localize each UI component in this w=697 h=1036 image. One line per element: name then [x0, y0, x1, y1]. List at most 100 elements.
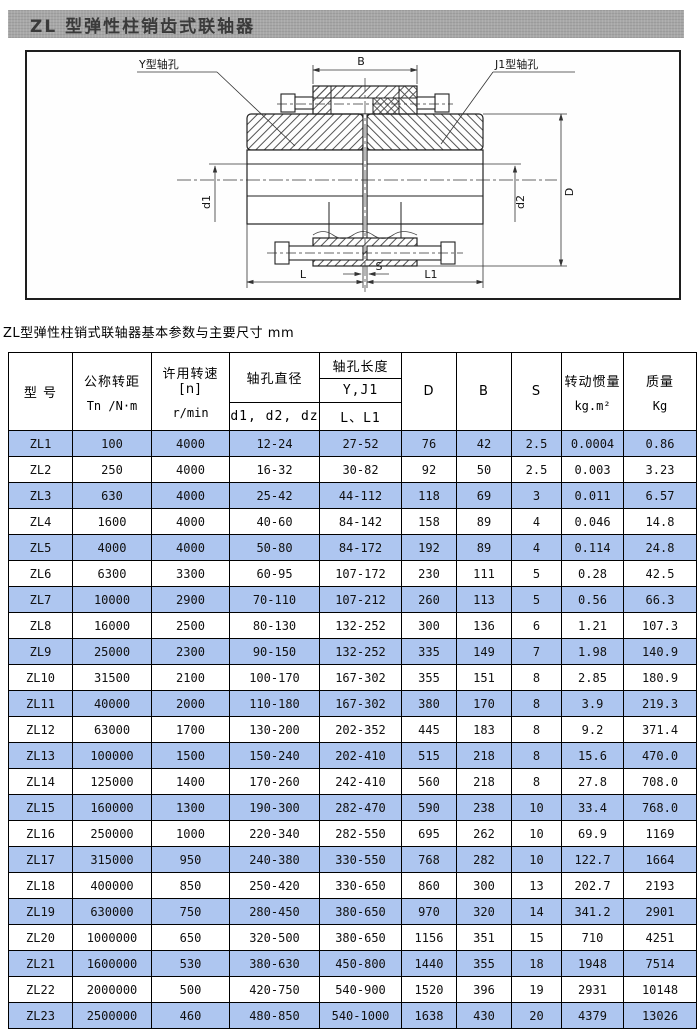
cell-d: 860 [401, 872, 457, 899]
cell-speed: 1700 [151, 716, 230, 743]
cell-inertia: 202.7 [561, 872, 624, 899]
cell-b: 50 [456, 456, 512, 483]
table-row: ZL5 4000 4000 50-80 84-172 192 89 4 0.11… [8, 534, 697, 561]
cell-torque: 16000 [72, 612, 152, 639]
cell-inertia: 27.8 [561, 768, 624, 795]
cell-bore-length: 282-550 [319, 820, 402, 847]
cell-d: 515 [401, 742, 457, 769]
cell-inertia: 4379 [561, 1002, 624, 1029]
cell-mass: 219.3 [623, 690, 697, 717]
col-header-bore-len: 轴孔长度 [319, 352, 402, 379]
cell-inertia: 9.2 [561, 716, 624, 743]
table-body: ZL1 100 4000 12-24 27-52 76 42 2.5 0.000… [8, 430, 697, 1029]
cell-mass: 2901 [623, 898, 697, 925]
cell-torque: 10000 [72, 586, 152, 613]
cell-speed: 4000 [151, 456, 230, 483]
dim-label-l: L [300, 268, 307, 281]
cell-d: 695 [401, 820, 457, 847]
mass-label: 质量 [645, 374, 674, 390]
cell-bore-diameter: 90-150 [229, 638, 320, 665]
dim-label-d2: d2 [514, 195, 527, 209]
cell-d: 158 [401, 508, 457, 535]
cell-d: 1638 [401, 1002, 457, 1029]
cell-torque: 1600000 [72, 950, 152, 977]
table-row: ZL20 1000000 650 320-500 380-650 1156 35… [8, 924, 697, 951]
table-row: ZL2 250 4000 16-32 30-82 92 50 2.5 0.003… [8, 456, 697, 483]
cell-bore-diameter: 320-500 [229, 924, 320, 951]
cell-d: 92 [401, 456, 457, 483]
cell-bore-diameter: 220-340 [229, 820, 320, 847]
cell-bore-diameter: 70-110 [229, 586, 320, 613]
dim-label-d: D [563, 188, 576, 196]
table-row: ZL18 400000 850 250-420 330-650 860 300 … [8, 872, 697, 899]
cell-bore-length: 540-1000 [319, 1002, 402, 1029]
cell-d: 590 [401, 794, 457, 821]
table-header: 型 号 公称转距 Tn /N·m 许用转速[n] r/min 轴孔直径 轴孔长度… [8, 352, 697, 431]
table-row: ZL11 40000 2000 110-180 167-302 380 170 … [8, 690, 697, 717]
table-row: ZL17 315000 950 240-380 330-550 768 282 … [8, 846, 697, 873]
table-row: ZL14 125000 1400 170-260 242-410 560 218… [8, 768, 697, 795]
cell-bore-length: 132-252 [319, 638, 402, 665]
cell-model: ZL11 [8, 690, 73, 717]
cell-speed: 460 [151, 1002, 230, 1029]
cell-torque: 2500000 [72, 1002, 152, 1029]
cell-b: 42 [456, 430, 512, 457]
page-title-bar: ZL 型弹性柱销齿式联轴器 [8, 10, 684, 38]
cell-b: 262 [456, 820, 512, 847]
cell-mass: 13026 [623, 1002, 697, 1029]
table-row: ZL8 16000 2500 80-130 132-252 300 136 6 … [8, 612, 697, 639]
cell-bore-diameter: 280-450 [229, 898, 320, 925]
cell-model: ZL8 [8, 612, 73, 639]
cell-mass: 470.0 [623, 742, 697, 769]
cell-bore-length: 330-650 [319, 872, 402, 899]
cell-speed: 2900 [151, 586, 230, 613]
cell-mass: 180.9 [623, 664, 697, 691]
cell-mass: 6.57 [623, 482, 697, 509]
col-header-bore-len-l: L、L1 [319, 402, 402, 431]
cell-speed: 850 [151, 872, 230, 899]
label-j1-bore: J1型轴孔 [494, 57, 538, 71]
cell-torque: 2000000 [72, 976, 152, 1003]
col-header-bore-dia-sub: d1, d2, dz [229, 402, 320, 431]
cell-inertia: 122.7 [561, 846, 624, 873]
cell-speed: 750 [151, 898, 230, 925]
cell-speed: 2000 [151, 690, 230, 717]
cell-bore-length: 282-470 [319, 794, 402, 821]
dim-label-l1: L1 [424, 268, 437, 281]
cell-bore-diameter: 130-200 [229, 716, 320, 743]
cell-s: 8 [511, 690, 562, 717]
cell-model: ZL10 [8, 664, 73, 691]
table-row: ZL19 630000 750 280-450 380-650 970 320 … [8, 898, 697, 925]
cell-mass: 10148 [623, 976, 697, 1003]
cell-inertia: 3.9 [561, 690, 624, 717]
cell-model: ZL20 [8, 924, 73, 951]
cell-bore-diameter: 420-750 [229, 976, 320, 1003]
cell-inertia: 0.011 [561, 482, 624, 509]
cell-torque: 1000000 [72, 924, 152, 951]
cell-speed: 2300 [151, 638, 230, 665]
cell-torque: 250 [72, 456, 152, 483]
cell-b: 218 [456, 742, 512, 769]
cell-d: 1520 [401, 976, 457, 1003]
cell-mass: 7514 [623, 950, 697, 977]
cell-torque: 6300 [72, 560, 152, 587]
cell-inertia: 2.85 [561, 664, 624, 691]
col-header-b: B [456, 352, 512, 431]
table-row: ZL1 100 4000 12-24 27-52 76 42 2.5 0.000… [8, 430, 697, 457]
cell-bore-diameter: 150-240 [229, 742, 320, 769]
cell-b: 320 [456, 898, 512, 925]
cell-bore-length: 84-172 [319, 534, 402, 561]
cell-d: 230 [401, 560, 457, 587]
cell-torque: 1600 [72, 508, 152, 535]
cell-s: 3 [511, 482, 562, 509]
cell-bore-length: 44-112 [319, 482, 402, 509]
cell-mass: 0.86 [623, 430, 697, 457]
cell-model: ZL6 [8, 560, 73, 587]
cell-mass: 14.8 [623, 508, 697, 535]
cell-torque: 100000 [72, 742, 152, 769]
cell-speed: 1400 [151, 768, 230, 795]
table-row: ZL13 100000 1500 150-240 202-410 515 218… [8, 742, 697, 769]
cell-speed: 500 [151, 976, 230, 1003]
cell-bore-length: 202-410 [319, 742, 402, 769]
